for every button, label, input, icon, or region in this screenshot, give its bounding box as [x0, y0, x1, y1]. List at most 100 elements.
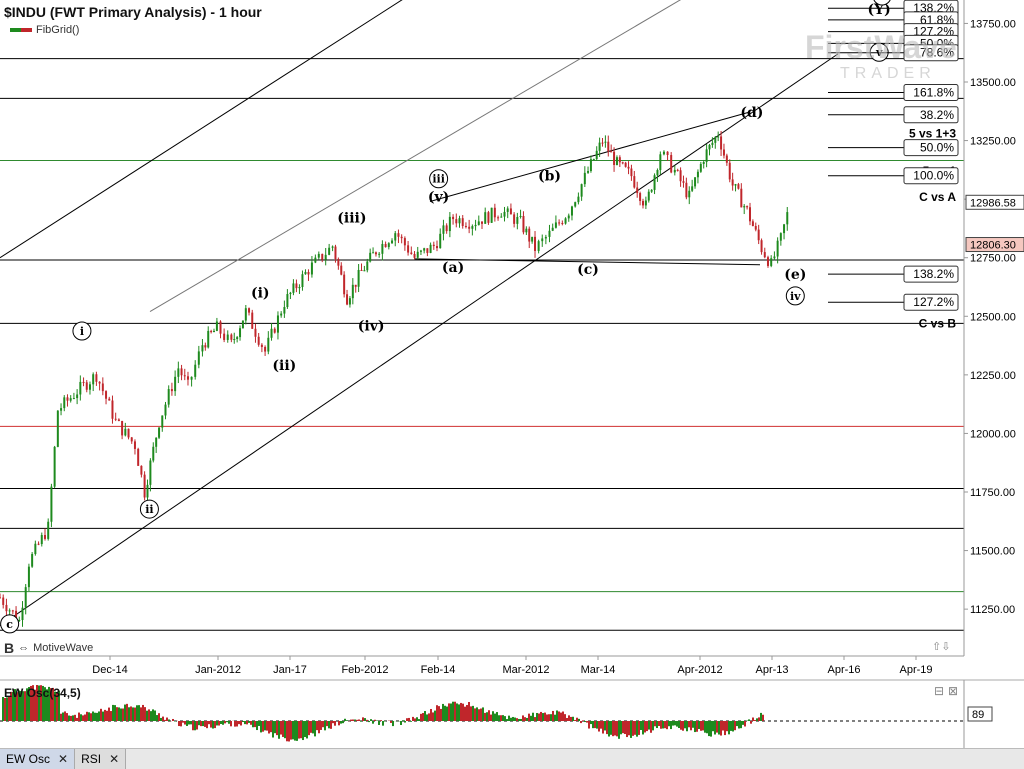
tab-ew-osc[interactable]: EW Osc ✕: [0, 749, 75, 769]
candle-body: [251, 313, 253, 329]
candle-body: [230, 335, 232, 340]
wave-label: (d): [740, 105, 763, 121]
price-tag-label: 12986.58: [970, 197, 1016, 209]
candle-body: [131, 437, 133, 441]
osc-bar: [700, 721, 702, 731]
candle-body: [152, 447, 154, 461]
candle-body: [381, 244, 383, 254]
osc-bar: [608, 721, 610, 737]
osc-bar: [406, 718, 408, 721]
osc-bar: [624, 721, 626, 734]
candle-body: [321, 254, 323, 260]
osc-bar: [488, 710, 490, 721]
osc-bar: [606, 721, 608, 734]
candle-body: [484, 212, 486, 224]
candle-body: [619, 157, 621, 162]
candle-body: [177, 368, 179, 376]
osc-bar: [110, 711, 112, 721]
candle-body: [711, 143, 713, 145]
candle-body: [394, 233, 396, 240]
osc-bar: [236, 721, 238, 726]
candle-body: [558, 222, 560, 223]
osc-bar: [742, 721, 744, 725]
wave-label: (iv): [358, 318, 385, 334]
candle-body: [385, 244, 387, 247]
candle-body: [191, 377, 193, 380]
candle-body: [423, 248, 425, 250]
candle-body: [21, 608, 23, 620]
candle-body: [593, 159, 595, 160]
osc-bar: [614, 721, 616, 735]
osc-bar: [188, 721, 190, 724]
tab-rsi[interactable]: RSI ✕: [75, 749, 126, 769]
osc-bar: [2, 697, 4, 721]
osc-bar: [490, 715, 492, 721]
osc-bar: [734, 721, 736, 730]
candle-body: [28, 567, 30, 587]
osc-bar: [524, 717, 526, 721]
candle-body: [102, 383, 104, 391]
candle-body: [737, 184, 739, 189]
osc-bar: [456, 703, 458, 721]
osc-bar: [500, 715, 502, 721]
fib-label: 127.2%: [913, 295, 954, 309]
osc-bar: [544, 713, 546, 721]
candle-body: [780, 233, 782, 241]
zoom-icon[interactable]: ⇔: [18, 642, 29, 654]
osc-bar: [674, 721, 676, 725]
study-tabs: EW Osc ✕ RSI ✕: [0, 748, 1024, 769]
candle-body: [144, 475, 146, 498]
close-icon[interactable]: ✕: [109, 752, 119, 766]
candle-body: [70, 398, 72, 400]
osc-bar: [498, 715, 500, 721]
candle-body: [656, 170, 658, 175]
candle-body: [645, 201, 647, 206]
osc-bar: [244, 721, 246, 724]
candle-body: [254, 329, 256, 337]
candle-body: [358, 270, 360, 287]
osc-bar: [204, 721, 206, 727]
osc-bar: [728, 721, 730, 734]
fib-label: 161.8%: [913, 86, 954, 100]
osc-bar: [440, 709, 442, 721]
fib-label: C vs B: [919, 316, 957, 330]
osc-bar: [724, 721, 726, 735]
candle-body: [478, 221, 480, 224]
candle-body: [552, 228, 554, 231]
candle-body: [274, 329, 276, 333]
candle-body: [105, 391, 107, 399]
candle-body: [227, 335, 229, 340]
close-panel-icon[interactable]: ⊠: [948, 684, 958, 698]
osc-bar: [532, 713, 534, 721]
candle-body: [5, 605, 7, 611]
scroll-arrows-icon[interactable]: ⇧⇩: [932, 640, 950, 653]
osc-bar: [108, 708, 110, 721]
candle-body: [298, 287, 300, 288]
osc-bar: [612, 721, 614, 736]
osc-bar: [228, 721, 230, 724]
wave-label: (v): [428, 189, 449, 205]
candle-body: [694, 177, 696, 186]
study-legend[interactable]: FibGrid(): [10, 24, 79, 36]
close-icon[interactable]: ✕: [58, 752, 68, 766]
candle-body: [723, 149, 725, 155]
candle-body: [47, 522, 49, 539]
osc-bar: [198, 721, 200, 725]
fib-label: 50.0%: [920, 141, 954, 155]
tick-label: Feb-2012: [341, 664, 388, 676]
osc-bar: [560, 713, 562, 721]
osc-bar: [574, 720, 576, 721]
minimize-icon[interactable]: ⊟: [934, 684, 944, 698]
candle-body: [522, 216, 524, 232]
osc-bar: [224, 721, 226, 723]
osc-bar: [74, 715, 76, 721]
osc-bar: [112, 705, 114, 721]
candle-body: [764, 252, 766, 257]
osc-bar: [736, 721, 738, 726]
tick-label: Jan-2012: [195, 664, 241, 676]
osc-bar: [194, 721, 196, 730]
candle-body: [767, 257, 769, 266]
candle-body: [0, 597, 1, 598]
osc-bar: [704, 721, 706, 733]
